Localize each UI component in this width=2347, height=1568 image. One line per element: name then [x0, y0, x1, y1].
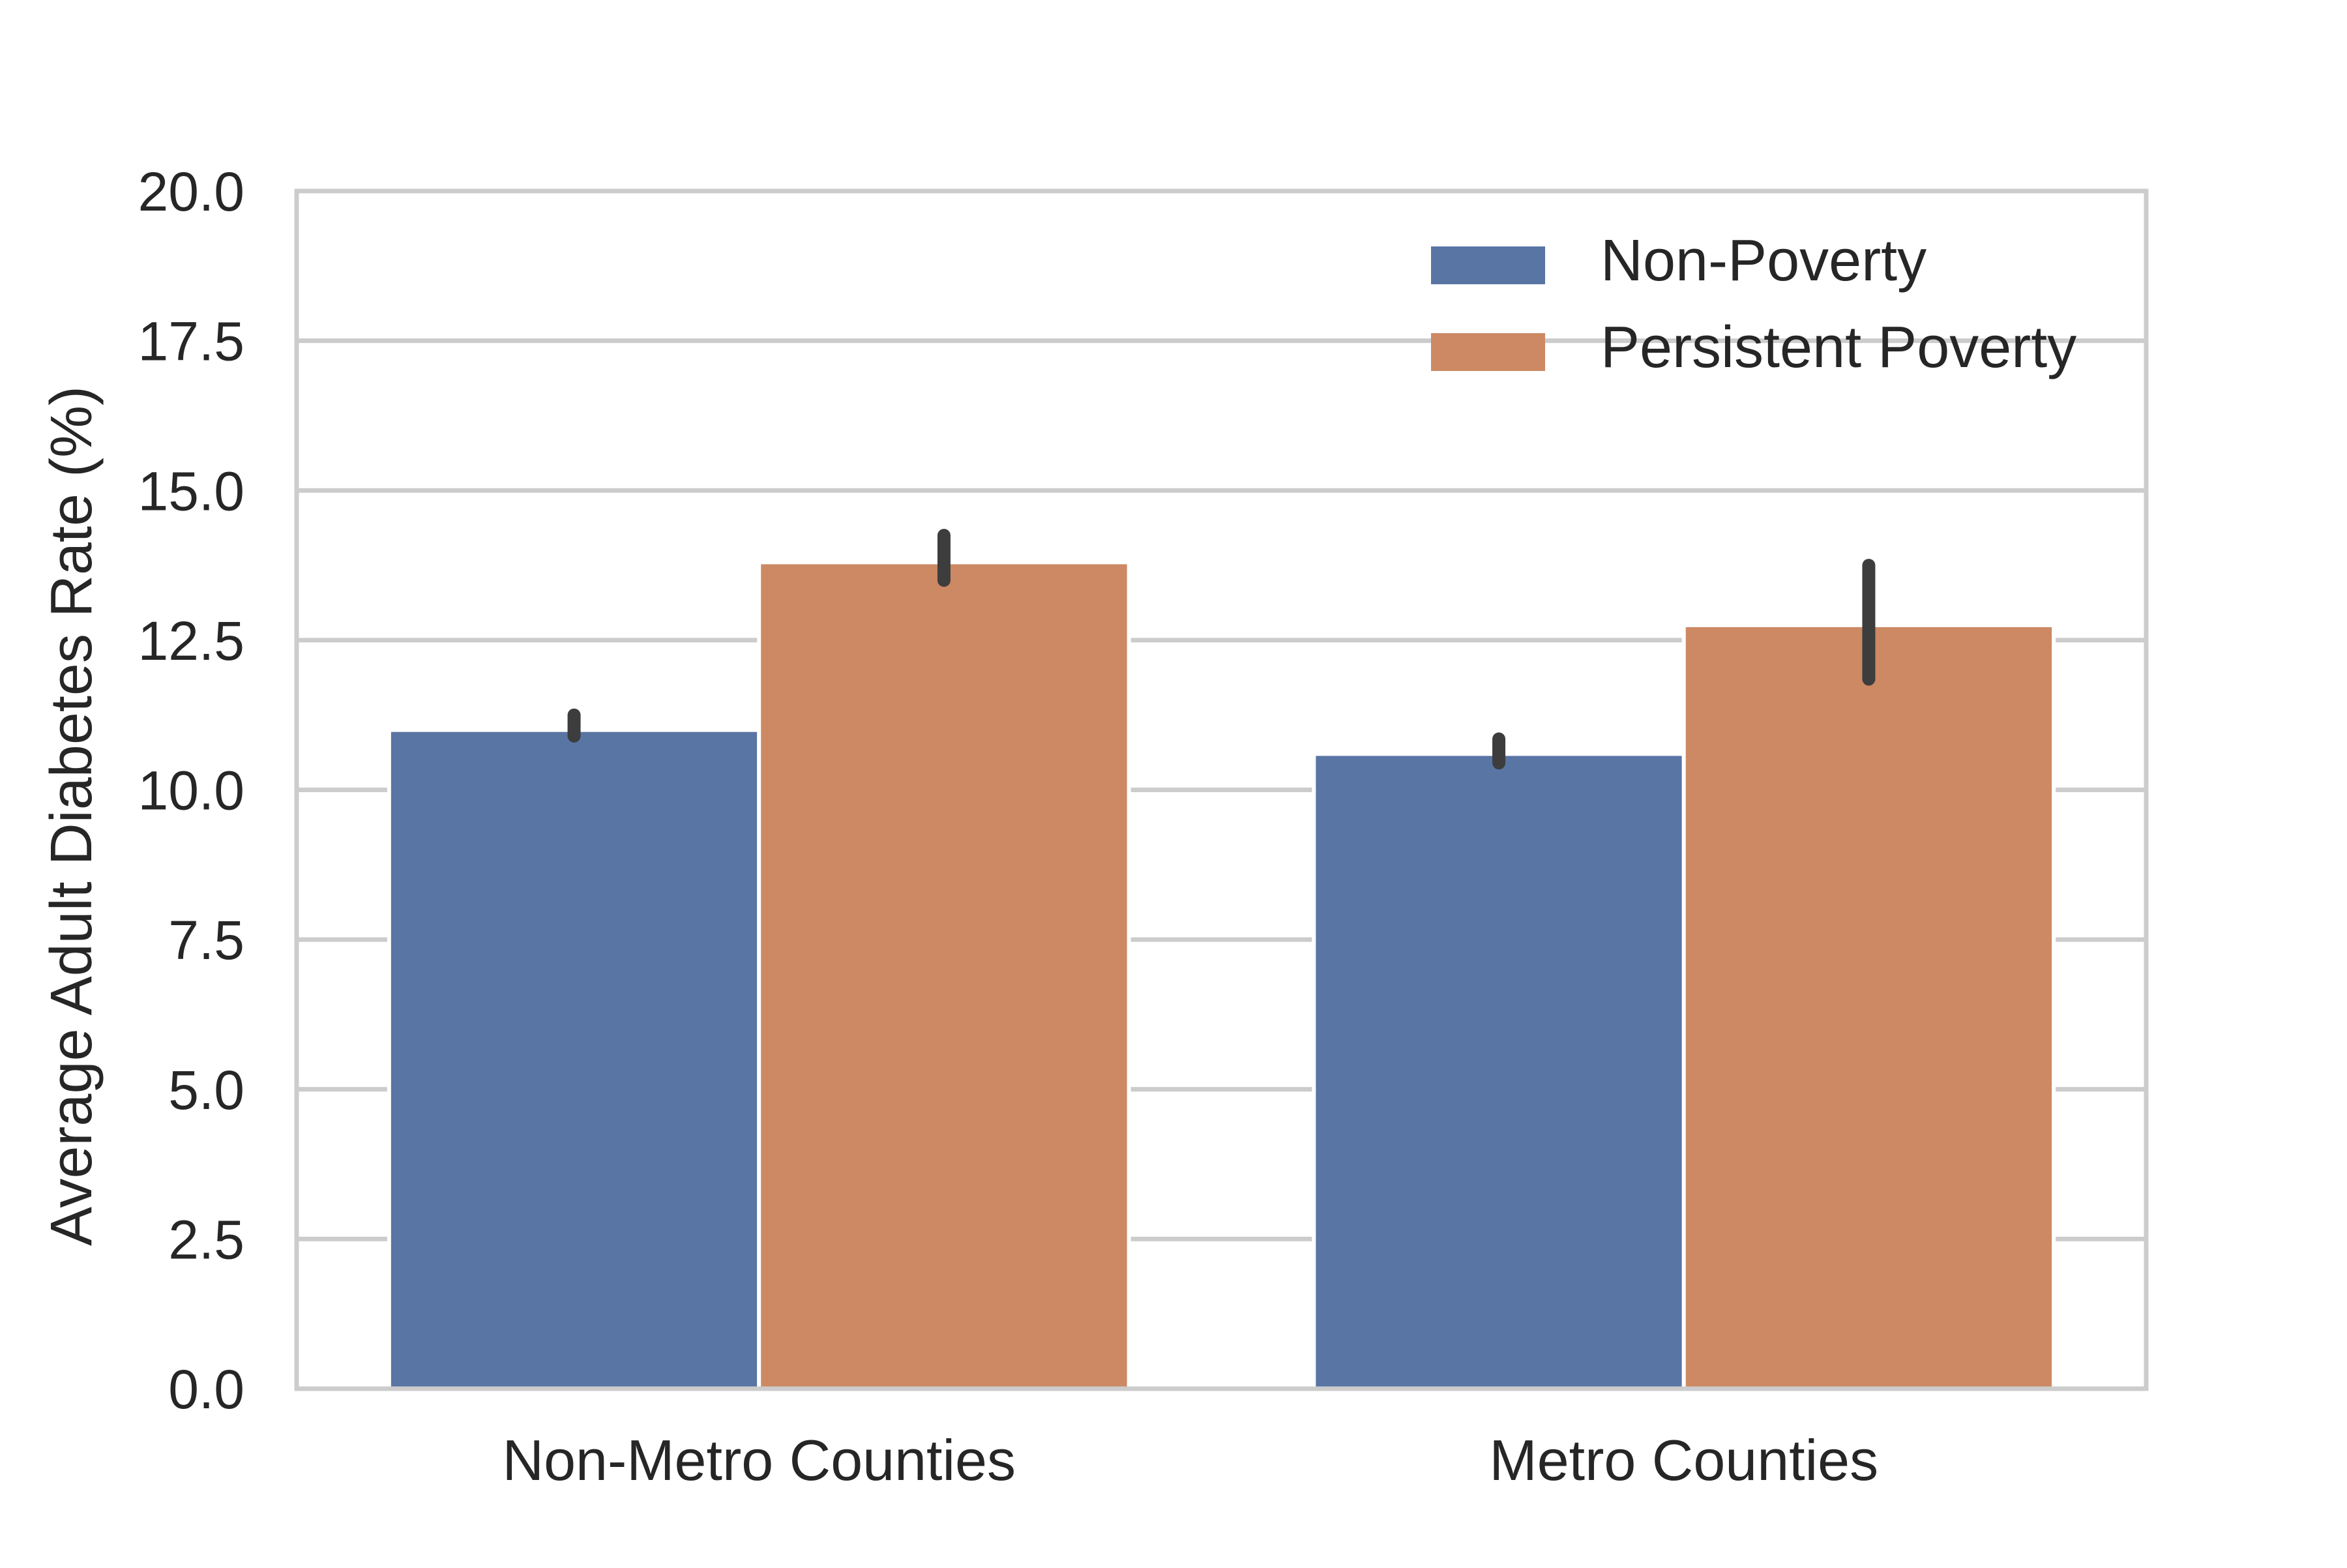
- legend-label: Persistent Poverty: [1601, 315, 2076, 380]
- legend-swatch: [1431, 333, 1545, 371]
- y-tick-label: 20.0: [138, 161, 245, 222]
- bar-persistent-poverty: [1681, 623, 2056, 1391]
- y-tick-label: 2.5: [168, 1209, 244, 1270]
- bar-persistent-poverty: [757, 560, 1131, 1391]
- plot-frame: [294, 188, 2149, 1391]
- y-tick-label: 17.5: [138, 311, 245, 372]
- y-tick-label: 7.5: [168, 910, 244, 971]
- y-axis-label: Average Adult Diabetes Rate (%): [39, 386, 104, 1246]
- error-bars: [567, 529, 1876, 770]
- x-tick-labels: Non-Metro Counties Metro Counties: [503, 1428, 1879, 1492]
- x-tick-label: Non-Metro Counties: [503, 1428, 1016, 1492]
- x-tick-label: Metro Counties: [1489, 1428, 1878, 1492]
- legend-swatch: [1431, 246, 1545, 284]
- y-tick-label: 10.0: [138, 760, 245, 821]
- legend-label: Non-Poverty: [1601, 228, 1926, 293]
- bar-non-poverty: [387, 728, 761, 1391]
- y-tick-label: 5.0: [168, 1059, 244, 1121]
- bars: [387, 560, 2056, 1391]
- y-tick-label: 15.0: [138, 460, 245, 522]
- y-tick-label: 12.5: [138, 610, 245, 672]
- bar-non-poverty: [1312, 752, 1686, 1391]
- y-tick-label: 0.0: [168, 1359, 244, 1420]
- y-tick-labels: 0.0 2.5 5.0 7.5 10.0 12.5 15.0 17.5 20.0: [138, 161, 245, 1420]
- legend: Non-Poverty Persistent Poverty: [1431, 228, 2076, 380]
